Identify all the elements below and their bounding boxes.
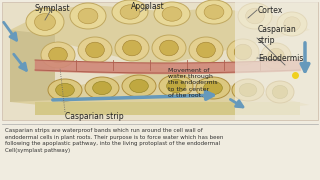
Ellipse shape [41, 42, 75, 68]
Ellipse shape [234, 44, 252, 60]
Ellipse shape [160, 40, 178, 56]
Ellipse shape [35, 14, 55, 30]
Ellipse shape [49, 47, 67, 63]
Ellipse shape [261, 43, 291, 69]
Ellipse shape [70, 3, 106, 29]
Polygon shape [35, 102, 300, 115]
Ellipse shape [78, 8, 98, 24]
Ellipse shape [204, 5, 224, 19]
Ellipse shape [196, 77, 230, 99]
Ellipse shape [246, 8, 264, 24]
Ellipse shape [197, 42, 215, 58]
Ellipse shape [284, 17, 300, 31]
Ellipse shape [167, 79, 185, 93]
Ellipse shape [85, 77, 119, 99]
Ellipse shape [266, 81, 294, 103]
Ellipse shape [152, 35, 186, 61]
Ellipse shape [277, 12, 307, 36]
Ellipse shape [238, 3, 272, 29]
Ellipse shape [122, 75, 156, 97]
Polygon shape [10, 5, 310, 110]
Ellipse shape [56, 83, 74, 97]
FancyBboxPatch shape [2, 2, 318, 120]
Ellipse shape [239, 83, 257, 97]
Text: Casparian
strip: Casparian strip [258, 25, 297, 45]
Text: Apoplast: Apoplast [131, 2, 165, 11]
Polygon shape [10, 30, 55, 102]
Ellipse shape [78, 37, 112, 63]
Ellipse shape [112, 0, 148, 24]
Ellipse shape [159, 75, 193, 97]
Text: Casparian strips are waterproof bands which run around the cell wall of
endoderm: Casparian strips are waterproof bands wh… [5, 128, 223, 153]
Ellipse shape [268, 48, 284, 64]
Ellipse shape [86, 42, 104, 58]
Ellipse shape [272, 85, 288, 99]
Ellipse shape [26, 8, 64, 36]
Ellipse shape [204, 81, 222, 95]
Ellipse shape [123, 40, 141, 56]
Ellipse shape [115, 35, 149, 61]
Ellipse shape [189, 37, 223, 63]
Ellipse shape [120, 5, 140, 19]
Ellipse shape [93, 81, 111, 95]
Text: Casparian strip: Casparian strip [65, 112, 124, 121]
Ellipse shape [154, 2, 190, 26]
Ellipse shape [48, 79, 82, 101]
Ellipse shape [232, 79, 264, 101]
Ellipse shape [196, 0, 232, 24]
Ellipse shape [162, 7, 182, 21]
FancyBboxPatch shape [235, 2, 318, 120]
Ellipse shape [227, 39, 259, 65]
Ellipse shape [130, 79, 148, 93]
Text: Endodermis: Endodermis [258, 53, 303, 62]
Text: Movement of
water through
the endodermis
to the center
of the root.: Movement of water through the endodermis… [168, 68, 218, 98]
Text: Symplast: Symplast [34, 4, 70, 13]
Text: Cortex: Cortex [258, 6, 283, 15]
